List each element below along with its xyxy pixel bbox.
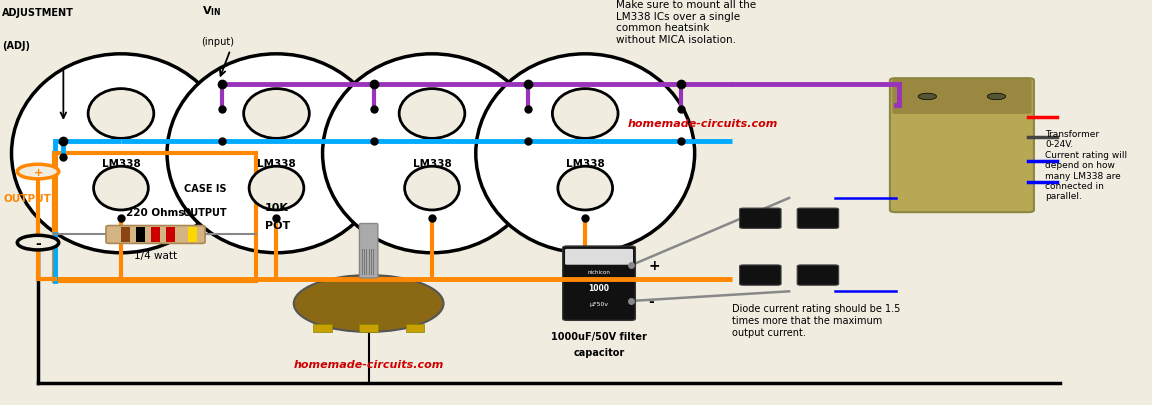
FancyBboxPatch shape xyxy=(892,80,1032,115)
Text: 220 Ohms: 220 Ohms xyxy=(127,207,184,217)
Bar xyxy=(369,249,370,275)
FancyBboxPatch shape xyxy=(740,209,781,229)
FancyBboxPatch shape xyxy=(797,265,839,286)
Text: -: - xyxy=(647,294,653,308)
FancyBboxPatch shape xyxy=(359,224,378,278)
Ellipse shape xyxy=(558,167,613,211)
Text: (ADJ): (ADJ) xyxy=(2,40,30,51)
Text: homemade-circuits.com: homemade-circuits.com xyxy=(628,119,779,128)
Text: +: + xyxy=(647,259,660,273)
FancyBboxPatch shape xyxy=(562,246,636,321)
Bar xyxy=(313,324,332,332)
Bar xyxy=(362,249,363,275)
Text: Make sure to mount all the
LM338 ICs over a single
common heatsink
without MICA : Make sure to mount all the LM338 ICs ove… xyxy=(616,0,757,45)
FancyBboxPatch shape xyxy=(889,79,1034,213)
Text: 1000: 1000 xyxy=(589,283,609,292)
Text: µF50v: µF50v xyxy=(590,301,608,306)
Ellipse shape xyxy=(93,167,149,211)
Text: OUTPUT: OUTPUT xyxy=(3,194,52,203)
Text: OUTPUT: OUTPUT xyxy=(183,208,227,217)
Ellipse shape xyxy=(404,167,460,211)
Text: $\mathregular{V_{IN}}$: $\mathregular{V_{IN}}$ xyxy=(202,4,221,18)
Ellipse shape xyxy=(399,90,464,139)
FancyBboxPatch shape xyxy=(106,226,205,244)
Bar xyxy=(406,324,424,332)
Ellipse shape xyxy=(167,55,386,253)
Ellipse shape xyxy=(12,55,230,253)
Circle shape xyxy=(17,165,59,179)
Bar xyxy=(121,227,130,243)
Text: capacitor: capacitor xyxy=(574,347,624,357)
Text: Transformer
0-24V.
Current rating will
depend on how
many LM338 are
connected in: Transformer 0-24V. Current rating will d… xyxy=(1046,130,1128,201)
Text: (input): (input) xyxy=(202,36,235,47)
Text: +: + xyxy=(33,167,43,177)
Circle shape xyxy=(987,94,1006,100)
Bar xyxy=(166,227,175,243)
Text: LM338: LM338 xyxy=(412,159,452,169)
Text: ADJUSTMENT: ADJUSTMENT xyxy=(2,8,74,18)
Text: homemade-circuits.com: homemade-circuits.com xyxy=(294,360,445,369)
Ellipse shape xyxy=(294,275,444,332)
Text: 1000uF/50V filter: 1000uF/50V filter xyxy=(551,331,647,341)
Bar xyxy=(371,249,372,275)
Text: LM338: LM338 xyxy=(566,159,605,169)
Bar xyxy=(359,324,378,332)
FancyBboxPatch shape xyxy=(797,209,839,229)
Text: LM338: LM338 xyxy=(101,159,141,169)
Bar xyxy=(188,227,197,243)
Ellipse shape xyxy=(323,55,541,253)
Circle shape xyxy=(17,236,59,250)
Text: -: - xyxy=(36,236,40,250)
Bar xyxy=(373,249,374,275)
Text: LM338: LM338 xyxy=(257,159,296,169)
FancyBboxPatch shape xyxy=(564,249,634,265)
Text: POT: POT xyxy=(265,221,290,231)
Ellipse shape xyxy=(476,55,695,253)
Ellipse shape xyxy=(88,90,153,139)
Bar xyxy=(136,227,145,243)
Text: nichicon: nichicon xyxy=(588,269,611,274)
Ellipse shape xyxy=(553,90,617,139)
Circle shape xyxy=(918,94,937,100)
Bar xyxy=(151,227,160,243)
Bar xyxy=(366,249,367,275)
Ellipse shape xyxy=(249,167,304,211)
Text: 1/4 watt: 1/4 watt xyxy=(134,251,177,261)
Text: 10K: 10K xyxy=(265,202,289,213)
Ellipse shape xyxy=(244,90,309,139)
Bar xyxy=(364,249,365,275)
FancyBboxPatch shape xyxy=(740,265,781,286)
Text: CASE IS: CASE IS xyxy=(184,183,226,193)
Text: Diode current rating should be 1.5
times more that the maximum
output current.: Diode current rating should be 1.5 times… xyxy=(732,304,900,337)
